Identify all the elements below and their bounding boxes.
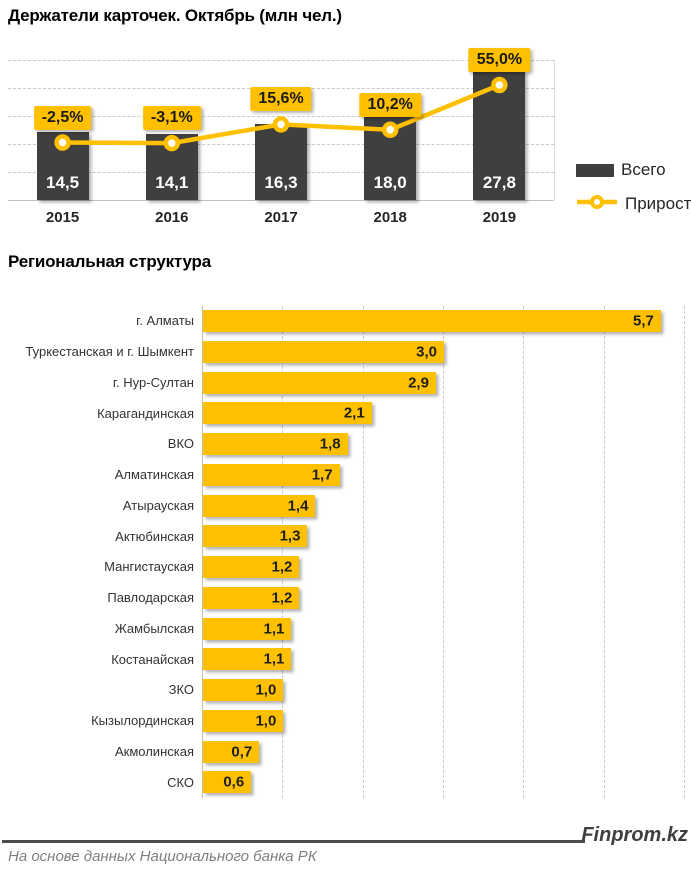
gridline bbox=[443, 306, 444, 798]
region-bar: 1,3 bbox=[203, 525, 308, 548]
region-bar: 3,0 bbox=[203, 340, 444, 363]
region-label: ЗКО bbox=[168, 682, 194, 698]
year-label: 2016 bbox=[155, 209, 189, 226]
total-bar-value: 14,1 bbox=[155, 172, 189, 192]
region-bar: 0,6 bbox=[203, 771, 252, 794]
region-label: Мангистауская bbox=[104, 559, 194, 575]
region-bar-value: 1,4 bbox=[287, 497, 309, 514]
region-label: Алматинская bbox=[114, 467, 194, 483]
gridline bbox=[684, 306, 685, 798]
gridline bbox=[603, 306, 605, 798]
region-label: СКО bbox=[167, 774, 194, 790]
region-bar: 1,8 bbox=[203, 433, 348, 455]
year-label: 2018 bbox=[373, 209, 407, 226]
total-swatch-icon bbox=[576, 163, 614, 177]
region-bar: 1,2 bbox=[203, 556, 300, 578]
source-note: На основе данных Национального банка РК bbox=[8, 848, 317, 865]
region-label: Кызылординская bbox=[91, 713, 194, 729]
region-bar: 1,2 bbox=[203, 586, 300, 609]
region-bar: 1,7 bbox=[203, 463, 340, 486]
region-bar-value: 1,8 bbox=[319, 435, 341, 453]
chart1-title: Держатели карточек. Октябрь (млн чел.) bbox=[8, 6, 342, 25]
region-bar-value: 1,0 bbox=[255, 712, 277, 730]
total-bar-value: 16,3 bbox=[264, 172, 298, 192]
region-label: Карагандинская bbox=[97, 405, 194, 421]
year-label: 2017 bbox=[264, 209, 298, 226]
region-bar: 5,7 bbox=[203, 310, 661, 332]
region-label: Жамбылская bbox=[114, 620, 194, 636]
gridline bbox=[523, 306, 525, 798]
region-bar-value: 1,0 bbox=[255, 681, 277, 699]
region-bar-value: 1,7 bbox=[311, 466, 333, 484]
total-bar: 14,1 bbox=[145, 134, 198, 200]
legend-growth-label: Прирост bbox=[625, 194, 691, 213]
region-bar: 0,7 bbox=[203, 740, 260, 763]
chart2-title: Региональная структура bbox=[8, 252, 211, 271]
gridline bbox=[362, 306, 364, 798]
total-bar: 14,5 bbox=[36, 132, 89, 200]
total-bar-value: 27,8 bbox=[482, 172, 516, 192]
year-label: 2019 bbox=[482, 209, 517, 226]
region-bar: 2,1 bbox=[203, 402, 372, 425]
growth-value-callout: -2,5% bbox=[33, 105, 92, 130]
year-label: 2015 bbox=[45, 209, 80, 226]
growth-value-callout: -3,1% bbox=[142, 106, 201, 131]
region-bar-value: 1,1 bbox=[263, 650, 285, 668]
x-axis-line bbox=[8, 200, 554, 201]
total-bar: 16,3 bbox=[255, 123, 307, 200]
total-bar: 18,0 bbox=[364, 116, 417, 200]
region-label: Актюбинская bbox=[115, 528, 194, 544]
region-bar: 1,1 bbox=[203, 617, 292, 640]
region-bar-value: 2,1 bbox=[343, 404, 365, 422]
region-label: Акмолинская bbox=[114, 743, 194, 759]
footer-divider bbox=[2, 840, 585, 843]
region-label: г. Нур-Султан bbox=[112, 374, 194, 390]
gridline bbox=[8, 60, 554, 61]
legend-total-label: Всего bbox=[621, 160, 666, 179]
growth-value-callout: 55,0% bbox=[468, 48, 531, 72]
total-bar: 27,8 bbox=[473, 70, 526, 200]
total-bar-value: 18,0 bbox=[373, 173, 407, 192]
legend-item-total: Всего bbox=[576, 160, 691, 180]
region-bar: 1,4 bbox=[203, 494, 316, 517]
region-label: Павлодарская bbox=[107, 590, 194, 606]
chart1-legend: Всего Прирост bbox=[576, 160, 691, 214]
region-bar-value: 1,2 bbox=[271, 558, 293, 576]
region-bar-value: 1,3 bbox=[279, 527, 301, 545]
region-bar: 1,1 bbox=[203, 648, 292, 671]
region-bar: 1,0 bbox=[203, 709, 284, 732]
y-axis-line bbox=[202, 306, 203, 798]
growth-line-marker-icon bbox=[576, 194, 618, 215]
region-bar: 1,0 bbox=[203, 679, 284, 701]
chart2-regional-structure: г. Алматы 5,7 Туркестанская и г. Шымкент 3,… bbox=[25, 306, 685, 798]
plot-border bbox=[554, 60, 555, 200]
region-label: Костанайская bbox=[111, 651, 194, 667]
region-bar-value: 0,6 bbox=[223, 773, 245, 791]
region-label: Туркестанская и г. Шымкент bbox=[25, 344, 194, 360]
region-label: г. Алматы bbox=[136, 313, 194, 329]
region-bar-value: 1,2 bbox=[271, 589, 293, 607]
region-label: Атырауская bbox=[122, 497, 194, 513]
growth-value-callout: 15,6% bbox=[250, 87, 312, 112]
region-bar-value: 5,7 bbox=[633, 312, 654, 330]
total-bar-value: 14,5 bbox=[46, 172, 80, 192]
region-bar-value: 2,9 bbox=[408, 374, 429, 391]
legend-item-growth: Прирост bbox=[576, 194, 691, 214]
region-bar-value: 1,1 bbox=[263, 620, 285, 637]
region-bar-value: 0,7 bbox=[231, 743, 253, 760]
region-label: ВКО bbox=[167, 436, 194, 452]
growth-value-callout: 10,2% bbox=[359, 92, 421, 117]
region-bar-value: 3,0 bbox=[416, 343, 437, 361]
chart1-cardholders: 14,5 2015 14,1 2016 16,3 2017 18,0 2018 27,8 2019… bbox=[0, 0, 691, 240]
gridline bbox=[282, 306, 284, 798]
brand-logo: Finprom.kz bbox=[581, 824, 688, 846]
region-bar: 2,9 bbox=[203, 371, 436, 394]
